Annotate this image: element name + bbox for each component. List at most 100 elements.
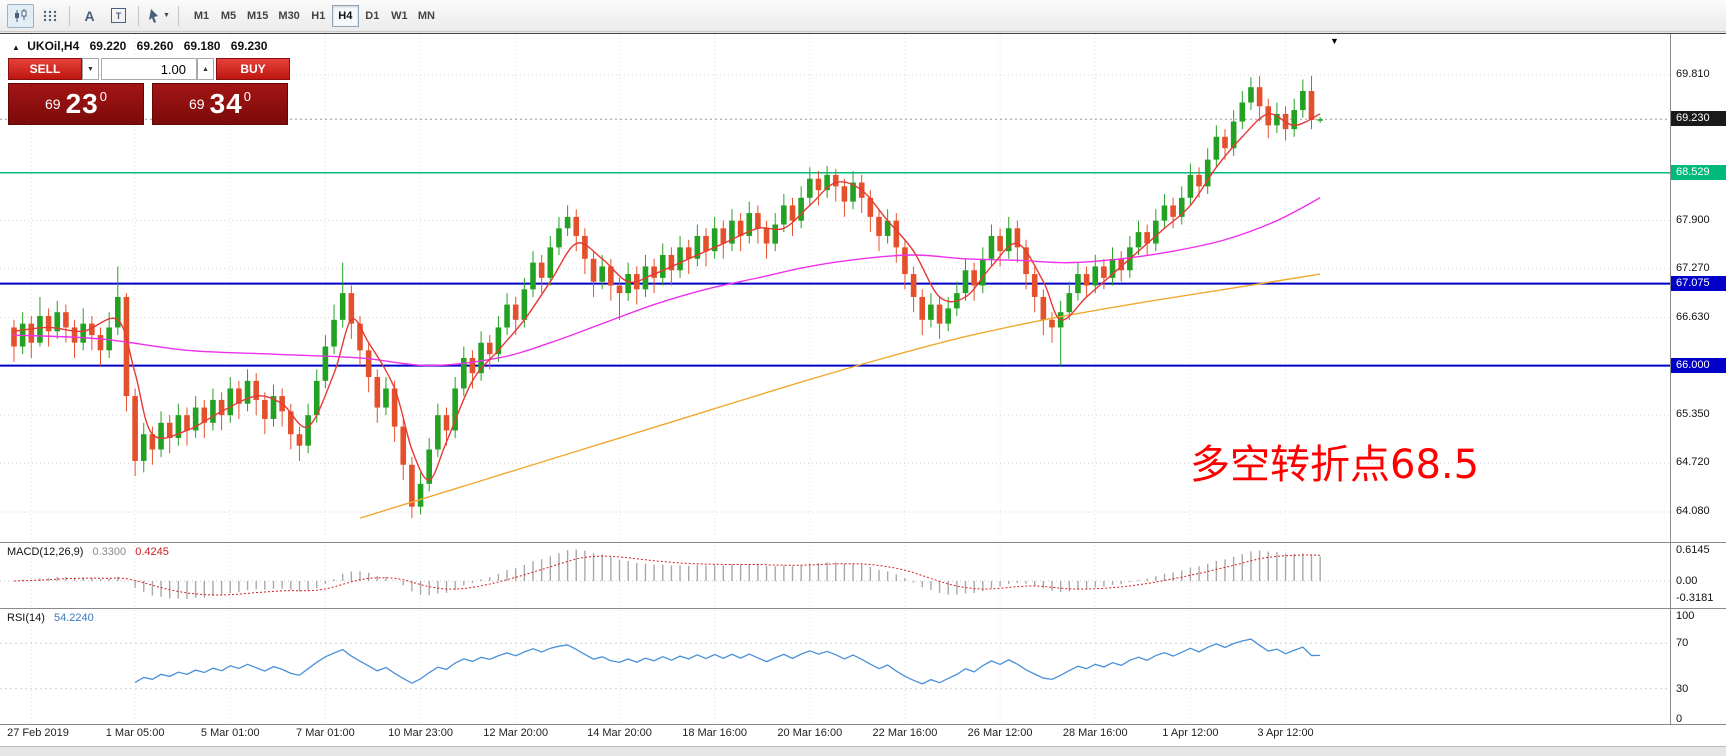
chart-type-icon[interactable]: [7, 3, 34, 28]
candle-body: [582, 235, 588, 259]
candle-body: [1153, 220, 1159, 244]
time-axis-label: 27 Feb 2019: [7, 727, 69, 739]
time-axis-label: 18 Mar 16:00: [682, 727, 748, 739]
candle-body: [815, 178, 822, 191]
candle-body: [495, 327, 502, 355]
candle-body: [599, 266, 605, 282]
candle-body: [452, 388, 458, 431]
candle-body: [461, 357, 467, 389]
candle-body: [608, 266, 614, 286]
rsi-axis-label: 70: [1676, 637, 1689, 650]
candle-body: [1049, 319, 1055, 328]
rsi-line: [134, 638, 1321, 685]
candle-body: [677, 247, 683, 271]
buy-price-button[interactable]: 69 34 0: [152, 83, 288, 125]
candle-body: [1083, 274, 1090, 286]
volume-stepper[interactable]: ▲: [197, 58, 214, 80]
timeframe-m1[interactable]: M1: [188, 5, 215, 27]
timeframe-h1[interactable]: H1: [305, 5, 332, 27]
candlestick-glyph: [14, 8, 26, 22]
chart-shift-marker-icon[interactable]: ▼: [1330, 36, 1339, 46]
sell-price-main: 23: [65, 88, 99, 119]
candle-body: [694, 235, 701, 259]
candle-body: [1031, 274, 1038, 297]
template-icon[interactable]: T: [105, 4, 132, 28]
candle-body: [270, 396, 277, 419]
candle-body: [417, 483, 424, 507]
chart-annotation-text: 多空转折点68.5: [1190, 442, 1480, 488]
candle-body: [971, 270, 977, 286]
text-label-icon[interactable]: A: [76, 4, 103, 28]
candle-body: [175, 415, 182, 439]
timeframe-m30[interactable]: M30: [273, 5, 304, 27]
price-axis-tick: 64.720: [1676, 456, 1710, 469]
candle-body: [962, 270, 969, 294]
ohlc-open: 69.220: [89, 39, 127, 53]
candle-body: [504, 304, 510, 328]
candle-body: [244, 380, 251, 404]
time-axis-label: 7 Mar 01:00: [296, 727, 355, 739]
trade-panel: SELL ▼ 1.00 ▲ BUY 69 23 0 69 34 0: [8, 58, 290, 125]
candle-body: [71, 327, 78, 343]
sell-price-button[interactable]: 69 23 0: [8, 83, 144, 125]
price-axis-tick: 65.350: [1676, 408, 1710, 421]
ma-fast-line: [13, 113, 1321, 481]
candle-body: [651, 266, 657, 278]
symbol-name: UKOil,H4: [27, 39, 80, 53]
candle-body: [218, 399, 225, 416]
timeframe-m15[interactable]: M15: [242, 5, 273, 27]
candle-body: [997, 235, 1003, 252]
toolbar-separator: [69, 5, 70, 26]
trade-prices-row: 69 23 0 69 34 0: [8, 83, 290, 125]
timeframe-h4[interactable]: H4: [331, 4, 359, 27]
candle-body: [435, 415, 441, 450]
candle-body: [426, 449, 432, 484]
timeframe-mn[interactable]: MN: [413, 5, 440, 27]
timeframe-w1[interactable]: W1: [386, 5, 413, 27]
candle-body: [988, 235, 995, 259]
rsi-name: RSI(14): [7, 612, 45, 624]
candle-body: [409, 464, 415, 507]
candle-body: [192, 407, 199, 431]
volume-dropdown[interactable]: ▼: [82, 58, 99, 80]
indicators-grid-icon[interactable]: [36, 4, 63, 28]
ohlc-close: 69.230: [230, 39, 268, 53]
candle-body: [832, 174, 839, 187]
time-axis-label: 10 Mar 23:00: [388, 727, 453, 739]
candle-body: [573, 216, 580, 236]
ma-mid-line: [13, 197, 1321, 367]
timeframe-m5[interactable]: M5: [215, 5, 242, 27]
buy-price-main: 34: [209, 88, 243, 119]
cursor-icon[interactable]: ▼: [145, 4, 172, 28]
timeframe-d1[interactable]: D1: [359, 5, 386, 27]
candle-body: [158, 422, 164, 450]
price-axis-tag: 68.529: [1671, 164, 1726, 180]
volume-input[interactable]: 1.00: [101, 58, 197, 80]
candle-body: [391, 388, 398, 427]
candle-body: [789, 205, 796, 221]
candle-body: [1274, 113, 1280, 126]
candle-body: [1291, 110, 1297, 130]
ma-slow-line: [359, 273, 1321, 519]
caret-up-icon: ▲: [202, 65, 209, 73]
template-glyph: T: [111, 8, 126, 23]
candle-body: [919, 296, 926, 320]
candle-body: [711, 228, 718, 252]
time-axis-label: 1 Mar 05:00: [105, 727, 165, 739]
candle-body: [210, 399, 216, 423]
candle-body: [1066, 293, 1073, 313]
candle-body: [28, 323, 35, 343]
sell-button[interactable]: SELL: [8, 58, 82, 80]
candle-body: [478, 342, 484, 374]
candle-body: [1178, 197, 1185, 217]
macd-panel-label: MACD(12,26,9) 0.3300 0.4245: [7, 546, 175, 558]
candle-body: [1075, 274, 1081, 294]
price-axis-tick: 67.270: [1676, 261, 1710, 274]
macd-signal-line: [13, 554, 1321, 596]
time-axis-label: 5 Mar 01:00: [200, 727, 260, 739]
candle-body: [763, 228, 770, 244]
candle-body: [339, 293, 346, 320]
buy-button[interactable]: BUY: [216, 58, 290, 80]
candle-body: [1308, 91, 1315, 120]
